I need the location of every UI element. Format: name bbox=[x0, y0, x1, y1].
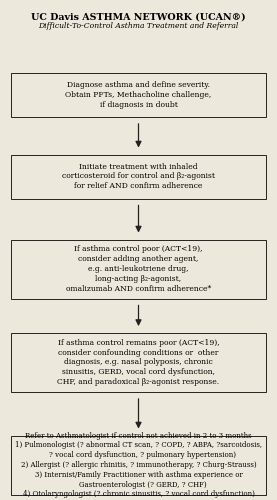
Text: Refer to Asthmatologist if control not achieved in 2 to 3 months
1) Pulmonologis: Refer to Asthmatologist if control not a… bbox=[15, 432, 262, 498]
Text: Diagnose asthma and define severity.
Obtain PFTs, Methacholine challenge,
if dia: Diagnose asthma and define severity. Obt… bbox=[65, 81, 212, 109]
FancyBboxPatch shape bbox=[11, 333, 266, 392]
FancyBboxPatch shape bbox=[11, 73, 266, 117]
FancyBboxPatch shape bbox=[11, 154, 266, 198]
FancyBboxPatch shape bbox=[11, 240, 266, 298]
Text: UC Davis ASTHMA NETWORK (UCAN®): UC Davis ASTHMA NETWORK (UCAN®) bbox=[31, 12, 246, 22]
FancyBboxPatch shape bbox=[11, 436, 266, 494]
Text: If asthma control poor (ACT<19),
consider adding another agent,
e.g. anti-leukot: If asthma control poor (ACT<19), conside… bbox=[66, 246, 211, 292]
Text: Initiate treatment with inhaled
corticosteroid for control and β₂-agonist
for re: Initiate treatment with inhaled corticos… bbox=[62, 162, 215, 190]
Text: Difficult-To-Control Asthma Treatment and Referral: Difficult-To-Control Asthma Treatment an… bbox=[38, 22, 239, 30]
Text: If asthma control remains poor (ACT<19),
consider confounding conditions or  oth: If asthma control remains poor (ACT<19),… bbox=[57, 339, 220, 386]
